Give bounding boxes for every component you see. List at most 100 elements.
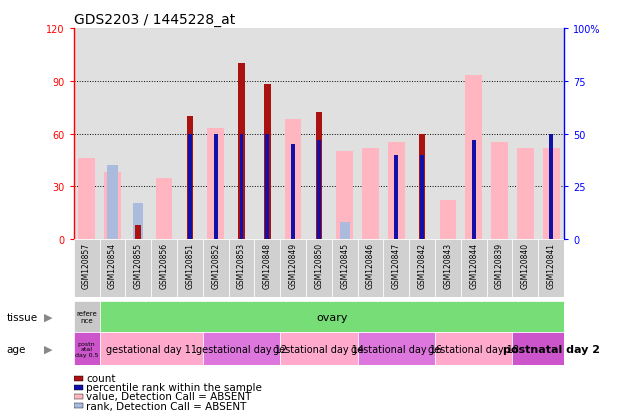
Bar	[156, 178, 172, 240]
Text: GSM120857: GSM120857	[82, 242, 91, 288]
FancyBboxPatch shape	[99, 301, 564, 332]
FancyBboxPatch shape	[203, 240, 229, 297]
FancyBboxPatch shape	[280, 332, 358, 366]
Text: postn
atal
day 0.5: postn atal day 0.5	[75, 341, 98, 357]
Bar	[440, 201, 456, 240]
Text: age: age	[6, 344, 26, 354]
Bar	[340, 223, 350, 240]
Bar	[187, 116, 193, 240]
Text: gestational day 11: gestational day 11	[106, 344, 197, 354]
Bar	[265, 134, 269, 240]
Bar	[74, 394, 83, 399]
Bar	[337, 152, 353, 240]
Bar	[465, 76, 482, 240]
Bar	[388, 143, 404, 240]
FancyBboxPatch shape	[306, 240, 332, 297]
Bar	[362, 148, 379, 240]
FancyBboxPatch shape	[409, 240, 435, 297]
Text: GSM120840: GSM120840	[521, 242, 530, 288]
FancyBboxPatch shape	[435, 332, 512, 366]
FancyBboxPatch shape	[435, 240, 461, 297]
Text: postnatal day 2: postnatal day 2	[503, 344, 600, 354]
Bar	[315, 113, 322, 240]
Text: GSM120854: GSM120854	[108, 242, 117, 288]
FancyBboxPatch shape	[203, 332, 280, 366]
Bar	[238, 64, 245, 240]
Bar	[285, 120, 301, 240]
Text: GDS2203 / 1445228_at: GDS2203 / 1445228_at	[74, 12, 235, 26]
Text: gestational day 16: gestational day 16	[351, 344, 442, 354]
Text: tissue: tissue	[6, 312, 38, 322]
Bar	[419, 134, 426, 240]
FancyBboxPatch shape	[74, 301, 99, 332]
Bar	[394, 155, 398, 240]
FancyBboxPatch shape	[74, 240, 99, 297]
Text: gestational day 12: gestational day 12	[196, 344, 287, 354]
Bar	[74, 403, 83, 408]
Bar	[291, 145, 295, 240]
Text: GSM120852: GSM120852	[211, 242, 220, 288]
FancyBboxPatch shape	[126, 240, 151, 297]
Text: GSM120853: GSM120853	[237, 242, 246, 288]
Text: GSM120839: GSM120839	[495, 242, 504, 288]
Bar	[74, 385, 83, 390]
Bar	[420, 155, 424, 240]
Text: ▶: ▶	[44, 344, 53, 354]
Bar	[104, 173, 121, 240]
Bar	[188, 134, 192, 240]
Text: GSM120855: GSM120855	[134, 242, 143, 288]
Text: ovary: ovary	[316, 312, 347, 322]
Text: count: count	[86, 373, 115, 383]
Text: percentile rank within the sample: percentile rank within the sample	[86, 382, 262, 392]
FancyBboxPatch shape	[99, 332, 203, 366]
Bar	[207, 129, 224, 240]
FancyBboxPatch shape	[99, 240, 126, 297]
FancyBboxPatch shape	[512, 240, 538, 297]
Bar	[491, 143, 508, 240]
FancyBboxPatch shape	[177, 240, 203, 297]
Text: GSM120845: GSM120845	[340, 242, 349, 288]
Bar	[549, 134, 553, 240]
Text: rank, Detection Call = ABSENT: rank, Detection Call = ABSENT	[86, 401, 246, 411]
Text: refere
nce: refere nce	[76, 311, 97, 323]
Bar	[107, 166, 117, 240]
FancyBboxPatch shape	[358, 332, 435, 366]
FancyBboxPatch shape	[280, 240, 306, 297]
Text: GSM120851: GSM120851	[185, 242, 194, 288]
Text: GSM120848: GSM120848	[263, 242, 272, 288]
Text: GSM120841: GSM120841	[547, 242, 556, 288]
FancyBboxPatch shape	[151, 240, 177, 297]
Text: ▶: ▶	[44, 312, 53, 322]
Bar	[472, 140, 476, 240]
FancyBboxPatch shape	[332, 240, 358, 297]
FancyBboxPatch shape	[487, 240, 512, 297]
Text: gestational day 18: gestational day 18	[428, 344, 519, 354]
FancyBboxPatch shape	[538, 240, 564, 297]
Bar	[74, 376, 83, 381]
FancyBboxPatch shape	[229, 240, 254, 297]
Bar	[240, 134, 244, 240]
Text: value, Detection Call = ABSENT: value, Detection Call = ABSENT	[86, 392, 251, 401]
Bar	[264, 85, 271, 240]
Bar	[213, 134, 217, 240]
Text: GSM120842: GSM120842	[418, 242, 427, 288]
Text: GSM120850: GSM120850	[314, 242, 324, 288]
Text: GSM120844: GSM120844	[469, 242, 478, 288]
FancyBboxPatch shape	[383, 240, 409, 297]
Bar	[543, 148, 560, 240]
FancyBboxPatch shape	[512, 332, 590, 366]
Bar	[78, 159, 95, 240]
FancyBboxPatch shape	[74, 332, 99, 366]
Bar	[133, 204, 144, 240]
Text: GSM120847: GSM120847	[392, 242, 401, 288]
Bar	[317, 140, 321, 240]
Text: gestational day 14: gestational day 14	[274, 344, 364, 354]
Bar	[135, 225, 142, 240]
FancyBboxPatch shape	[254, 240, 280, 297]
FancyBboxPatch shape	[461, 240, 487, 297]
Text: GSM120843: GSM120843	[444, 242, 453, 288]
Text: GSM120846: GSM120846	[366, 242, 375, 288]
Bar	[517, 148, 534, 240]
FancyBboxPatch shape	[358, 240, 383, 297]
Text: GSM120856: GSM120856	[160, 242, 169, 288]
